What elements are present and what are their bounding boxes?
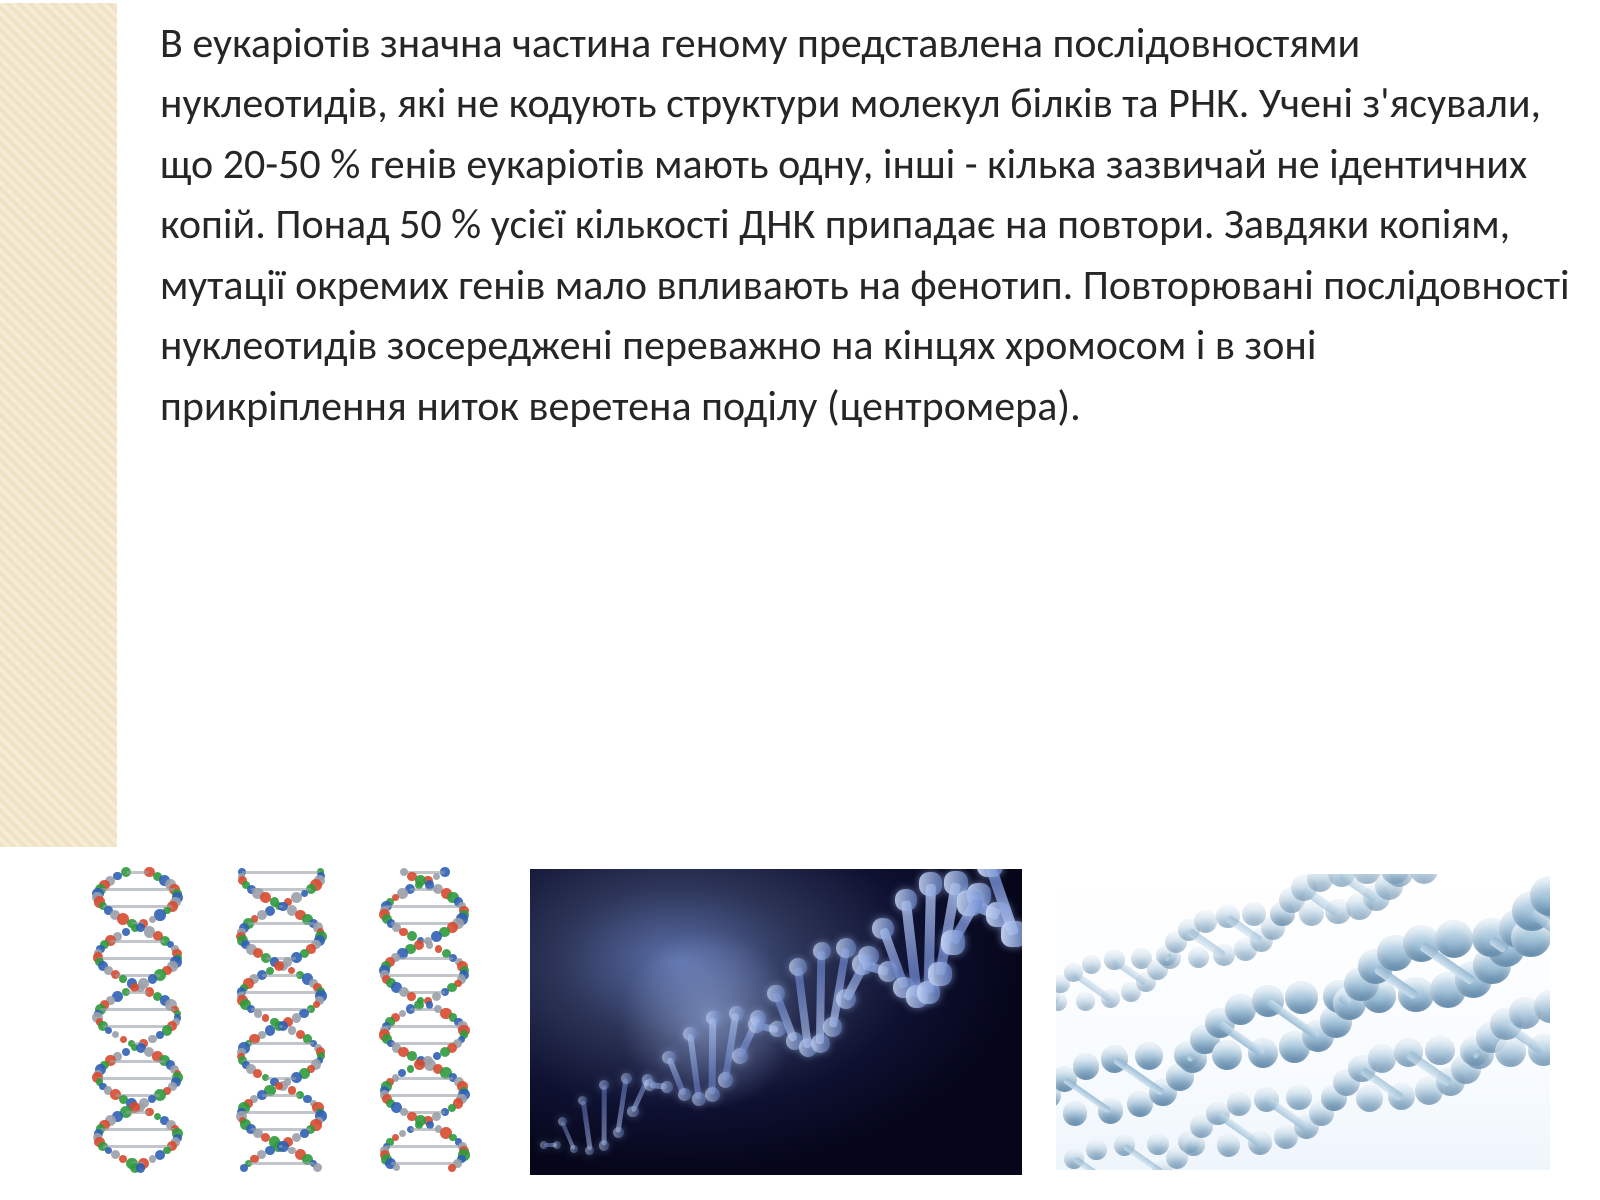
- helix-molecular-2: [226, 872, 336, 1172]
- image-dna-glow-dark: [530, 869, 1022, 1175]
- helix-molecular-3: [369, 872, 479, 1172]
- helix-molecular-1: [83, 872, 193, 1172]
- image-dna-light-bundle: [1056, 874, 1550, 1170]
- slide-body-text: В еукаріотів значна частина геному предс…: [160, 14, 1570, 437]
- image-dna-molecular-triple: [66, 862, 496, 1182]
- image-row: [66, 862, 1586, 1182]
- decorative-side-strip: [0, 0, 120, 850]
